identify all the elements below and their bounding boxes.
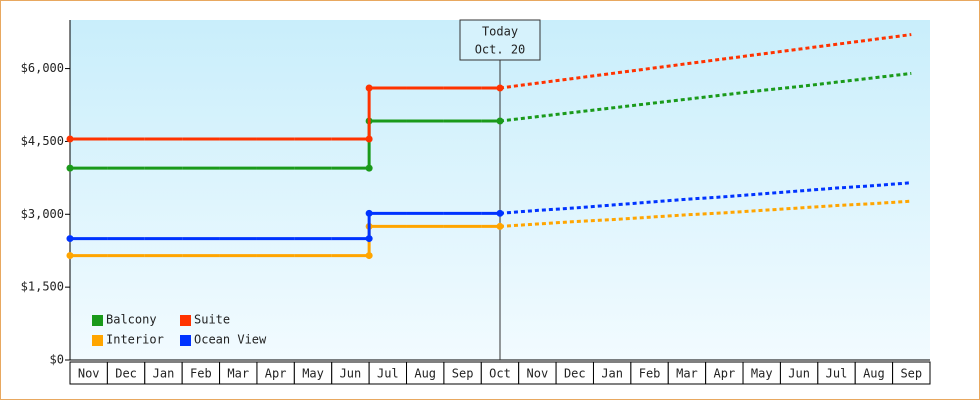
x-tick-label: Dec — [564, 367, 586, 381]
x-tick-label: Dec — [115, 367, 137, 381]
y-tick-label: $3,000 — [21, 207, 64, 221]
legend-swatch — [180, 315, 191, 326]
x-tick-label: Mar — [676, 367, 698, 381]
marker — [365, 135, 373, 143]
today-box — [459, 19, 541, 61]
today-date: Oct. 20 — [475, 43, 526, 57]
legend-label: Ocean View — [194, 333, 267, 347]
y-tick-label: $0 — [50, 353, 64, 367]
x-tick-label: May — [302, 367, 324, 381]
legend-swatch — [92, 315, 103, 326]
marker — [66, 252, 74, 260]
today-label: Today — [482, 25, 518, 39]
x-cell — [892, 361, 931, 385]
legend-label: Interior — [106, 333, 164, 347]
legend-label: Suite — [194, 313, 230, 327]
x-tick-label: Mar — [227, 367, 249, 381]
marker — [365, 235, 373, 243]
x-tick-label: Nov — [527, 367, 549, 381]
marker — [66, 135, 74, 143]
x-tick-label: Sep — [452, 367, 474, 381]
x-tick-label: Jul — [826, 367, 848, 381]
marker — [365, 252, 373, 260]
legend-swatch — [92, 335, 103, 346]
forecast-line — [499, 71, 912, 123]
x-tick-label: Nov — [78, 367, 100, 381]
y-tick-label: $6,000 — [21, 61, 64, 75]
forecast-line — [499, 199, 912, 228]
x-tick-label: Aug — [863, 367, 885, 381]
x-tick-label: Apr — [265, 367, 287, 381]
x-tick-label: Jan — [153, 367, 175, 381]
x-tick-label: Sep — [900, 367, 922, 381]
marker — [496, 117, 504, 125]
marker — [496, 84, 504, 92]
x-tick-label: Jun — [340, 367, 362, 381]
x-tick-label: Jan — [601, 367, 623, 381]
y-tick-label: $4,500 — [21, 134, 64, 148]
x-tick-label: Feb — [190, 367, 212, 381]
marker — [66, 164, 74, 172]
forecast-line — [499, 181, 912, 215]
marker — [496, 209, 504, 217]
legend-swatch — [180, 335, 191, 346]
x-tick-label: Jul — [377, 367, 399, 381]
y-tick-label: $1,500 — [21, 280, 64, 294]
legend-label: Balcony — [106, 313, 157, 327]
x-tick-label: Apr — [714, 367, 736, 381]
x-tick-label: Feb — [639, 367, 661, 381]
forecast-line — [499, 33, 912, 90]
x-tick-label: Oct — [489, 367, 511, 381]
x-tick-label: Jun — [788, 367, 810, 381]
x-tick-label: Aug — [414, 367, 436, 381]
marker — [365, 164, 373, 172]
marker — [66, 235, 74, 243]
marker — [496, 222, 504, 230]
x-tick-label: May — [751, 367, 773, 381]
